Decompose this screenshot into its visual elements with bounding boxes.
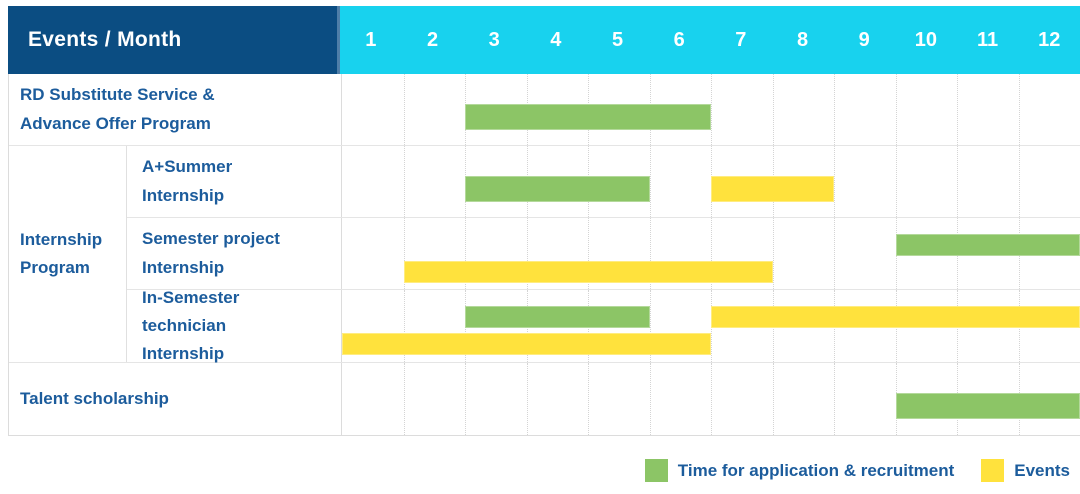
month-gridline	[588, 218, 589, 289]
month-gridline	[403, 74, 405, 145]
events-bar	[711, 306, 1080, 328]
table-header-row: Events / Month 1 2 3 4 5 6 7 8 9 10 11 12	[8, 6, 1080, 74]
month-gridline	[649, 290, 651, 362]
month-gridline	[772, 218, 774, 289]
recruitment-bar	[465, 306, 650, 328]
events-month-table: Events / Month 1 2 3 4 5 6 7 8 9 10 11 12 RD Substi…	[8, 6, 1080, 436]
recruitment-bar	[465, 176, 650, 202]
row-label-cell: RD Substitute Service & Advance Offer Pr…	[9, 74, 341, 145]
table-body: RD Substitute Service & Advance Offer Pr…	[8, 74, 1080, 436]
month-header-7: 7	[735, 28, 747, 51]
group-subrows: A+Summer Internship Semester project Int…	[126, 146, 1080, 363]
row-in-semester-technician: In-Semester technician Internship	[127, 288, 1080, 363]
month-header-11: 11	[976, 28, 999, 51]
month-gridline	[526, 218, 528, 289]
month-gridline	[711, 218, 712, 289]
month-header-4: 4	[550, 28, 562, 51]
month-gridline	[649, 146, 651, 217]
month-gridline	[895, 146, 897, 217]
month-gridline	[403, 290, 405, 362]
month-header-2: 2	[426, 28, 439, 51]
month-gridline	[1018, 74, 1020, 145]
legend-swatch-events	[981, 459, 1005, 482]
group-label: Internship Program	[20, 229, 103, 277]
month-gridline	[711, 74, 712, 145]
month-gridline	[526, 363, 528, 435]
row-label: Talent scholarship	[20, 388, 169, 408]
month-header-1: 1	[365, 28, 377, 51]
row-talent-scholarship: Talent scholarship	[9, 363, 1080, 435]
row-semester-project: Semester project Internship	[127, 218, 1080, 290]
month-gridline	[957, 146, 958, 217]
row-a-plus-summer: A+Summer Internship	[127, 146, 1080, 218]
month-gridline	[465, 218, 466, 289]
row-rd-substitute: RD Substitute Service & Advance Offer Pr…	[9, 74, 1080, 146]
legend-label-events: Events	[1014, 460, 1070, 480]
recruitment-bar	[895, 393, 1080, 419]
month-header-9: 9	[858, 28, 870, 51]
recruitment-bar	[465, 104, 711, 130]
subrow-label: A+Summer Internship	[142, 157, 233, 205]
month-gridline	[403, 146, 405, 217]
subrow-label: Semester project Internship	[142, 229, 280, 277]
row-label-cell: Talent scholarship	[9, 363, 341, 435]
events-month-title: Events / Month	[28, 28, 182, 51]
chart-cell-rd-substitute	[341, 74, 1080, 145]
month-header-3: 3	[488, 28, 500, 51]
month-gridline	[895, 74, 897, 145]
internship-program-group: Internship Program A+Summer Internship S…	[9, 146, 1080, 363]
month-gridline	[834, 218, 835, 289]
month-header-8: 8	[796, 28, 809, 51]
month-header-10: 10	[914, 28, 937, 51]
events-bar	[403, 261, 773, 283]
chart-cell-semester-project	[341, 218, 1080, 289]
legend: Time for application & recruitment Event…	[644, 459, 1070, 482]
chart-cell-in-semester-technician	[341, 290, 1080, 362]
month-gridline	[465, 363, 466, 435]
subrow-label: In-Semester technician Internship	[142, 287, 240, 364]
month-gridline	[588, 363, 589, 435]
month-gridline	[403, 218, 405, 289]
recruitment-bar	[895, 234, 1080, 256]
month-gridline	[957, 74, 958, 145]
month-number-header: 1 2 3 4 5 6 7 8 9 10 11 12	[340, 6, 1080, 74]
month-gridline	[834, 363, 835, 435]
month-gridline	[649, 218, 651, 289]
month-gridline	[834, 74, 835, 145]
subrow-label-cell: A+Summer Internship	[127, 146, 341, 217]
month-gridline	[711, 363, 712, 435]
chart-cell-talent-scholarship	[341, 363, 1080, 435]
month-header-6: 6	[673, 28, 685, 51]
group-label-cell: Internship Program	[9, 146, 126, 362]
month-header-5: 5	[611, 28, 624, 51]
events-bar	[711, 176, 834, 202]
month-gridline	[1018, 146, 1020, 217]
month-header-12: 12	[1038, 28, 1061, 51]
subrow-label-cell: Semester project Internship	[127, 218, 341, 289]
events-bar	[342, 333, 711, 355]
subrow-label-cell: In-Semester technician Internship	[127, 288, 341, 363]
month-gridline	[772, 74, 774, 145]
events-month-header-cell: Events / Month	[8, 6, 340, 74]
chart-cell-a-plus-summer	[341, 146, 1080, 217]
month-gridline	[403, 363, 405, 435]
row-label: RD Substitute Service & Advance Offer Pr…	[20, 85, 215, 133]
month-gridline	[649, 363, 651, 435]
legend-swatch-recruitment	[644, 459, 668, 482]
month-gridline	[772, 363, 774, 435]
legend-label-recruitment: Time for application & recruitment	[677, 460, 955, 480]
month-gridline	[834, 146, 835, 217]
